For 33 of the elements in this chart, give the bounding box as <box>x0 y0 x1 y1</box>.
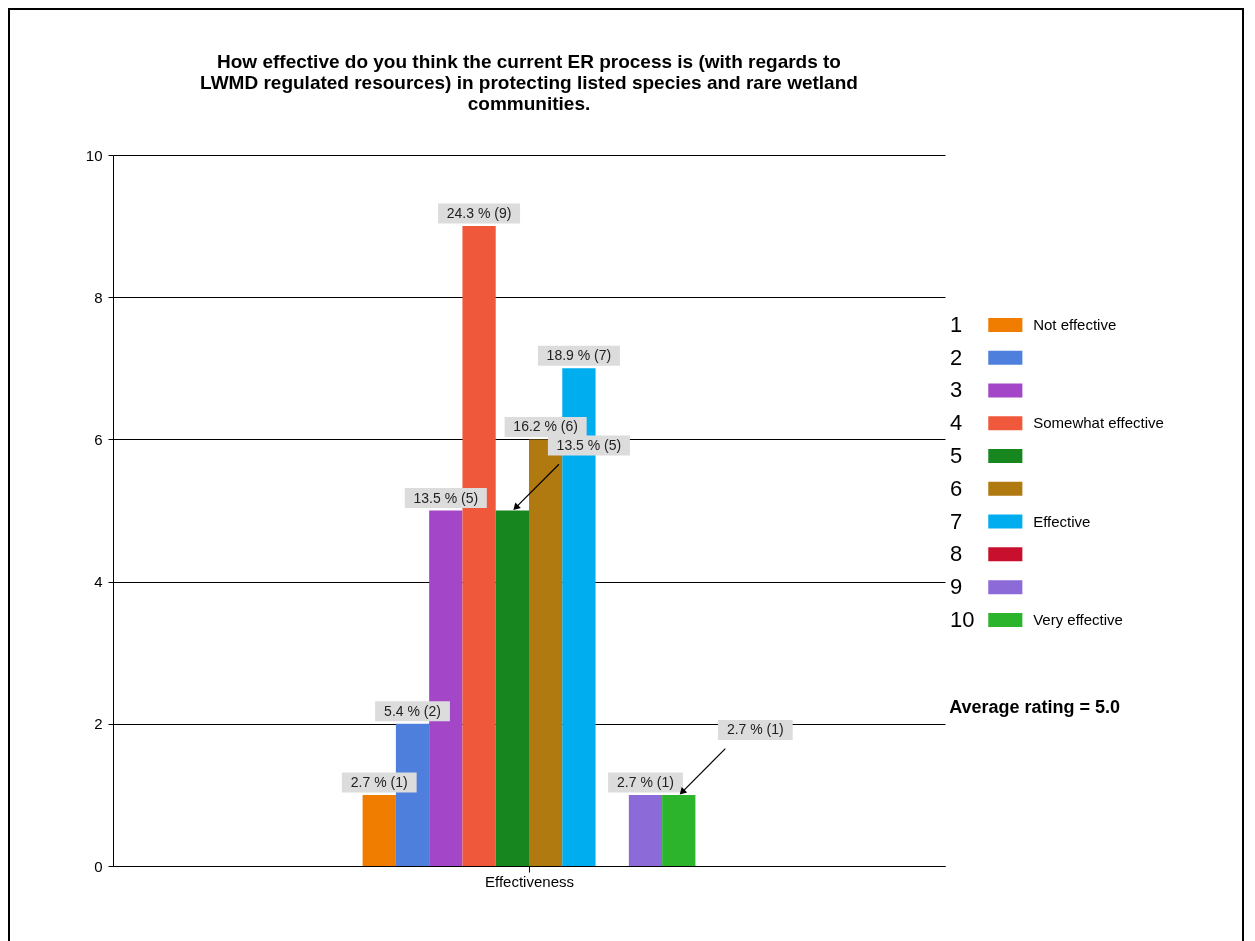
y-tick-label: 2 <box>94 715 103 733</box>
data-label: 13.5 % (5) <box>556 437 622 454</box>
data-label: 2.7 % (1) <box>350 773 408 790</box>
text: Very effective <box>1033 610 1123 628</box>
data-label: 13.5 % (5) <box>413 489 479 506</box>
text: Somewhat effective <box>1033 414 1164 432</box>
legend-label: 8 <box>949 541 963 567</box>
y-tick-label: 8 <box>94 288 103 306</box>
data-label: 2.7 % (1) <box>617 773 674 790</box>
legend-label: 4 <box>949 410 963 436</box>
y-tick-label: 0 <box>94 857 103 875</box>
data-label: 5.4 % (2) <box>384 702 441 719</box>
y-tick-label: 10 <box>85 146 103 164</box>
text: Effective <box>1033 512 1091 530</box>
data-label: 2.7 % (1) <box>726 721 784 738</box>
legend-label: 10 <box>949 606 975 632</box>
x-tick-label: Effectiveness <box>485 872 574 890</box>
legend-label: 1 <box>949 311 963 337</box>
text: Average rating = 5.0 <box>949 697 1121 718</box>
chart-title: How effective do you think the current ER process is (with regards to LWMD regulated resources) in protecting listed species and rare wetland communities. <box>200 51 858 114</box>
data-label: 24.3 % (9) <box>446 205 512 222</box>
bar <box>495 510 529 866</box>
y-tick-label: 4 <box>94 573 103 591</box>
legend-label: 2 <box>949 344 963 370</box>
legend-label: 6 <box>949 475 963 501</box>
y-tick-label: 6 <box>94 430 103 448</box>
data-label: 16.2 % (6) <box>513 418 578 435</box>
legend-label: 7 <box>949 508 963 534</box>
data-label: 18.9 % (7) <box>546 347 612 364</box>
legend-label: 3 <box>949 377 963 403</box>
legend-label: 5 <box>949 443 963 469</box>
legend-label: 9 <box>949 574 963 600</box>
text: Not effective <box>1033 315 1117 333</box>
